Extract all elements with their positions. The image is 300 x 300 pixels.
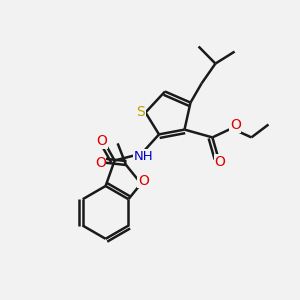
- Text: O: O: [214, 155, 225, 169]
- Text: O: O: [138, 174, 149, 188]
- Text: S: S: [136, 105, 146, 119]
- Text: NH: NH: [134, 149, 153, 163]
- Text: O: O: [96, 134, 107, 148]
- Text: O: O: [95, 156, 106, 170]
- Text: O: O: [230, 118, 241, 132]
